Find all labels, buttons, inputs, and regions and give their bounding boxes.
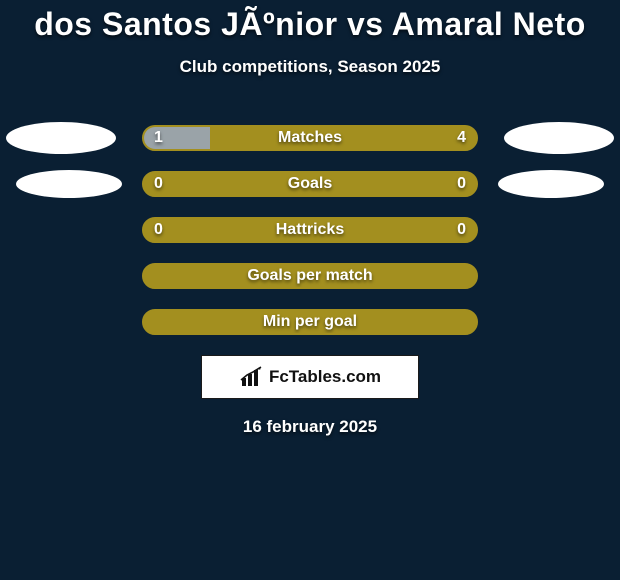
player-oval-right xyxy=(498,170,604,198)
player-oval-left xyxy=(16,170,122,198)
stats-rows: 1 4 Matches 0 0 Goals 0 0 Hattricks Goals per mat… xyxy=(0,115,620,345)
stat-row: Goals per match xyxy=(0,253,620,299)
stat-row: 0 0 Goals xyxy=(0,161,620,207)
stat-bar: 0 0 Goals xyxy=(142,171,478,197)
stat-bar: Min per goal xyxy=(142,309,478,335)
stat-bar: 0 0 Hattricks xyxy=(142,217,478,243)
site-logo[interactable]: FcTables.com xyxy=(201,355,419,399)
player-oval-right xyxy=(504,122,614,154)
stat-value-right: 0 xyxy=(457,175,466,193)
stat-label: Goals per match xyxy=(247,267,372,285)
stat-row: 1 4 Matches xyxy=(0,115,620,161)
stat-label: Matches xyxy=(278,129,342,147)
page-title: dos Santos JÃºnior vs Amaral Neto xyxy=(0,6,620,43)
chart-icon xyxy=(239,366,265,388)
player-oval-left xyxy=(6,122,116,154)
stat-label: Goals xyxy=(288,175,332,193)
stat-label: Min per goal xyxy=(263,313,357,331)
logo-text: FcTables.com xyxy=(269,367,381,387)
date-label: 16 february 2025 xyxy=(0,417,620,437)
subtitle: Club competitions, Season 2025 xyxy=(0,57,620,77)
stat-row: 0 0 Hattricks xyxy=(0,207,620,253)
stat-value-right: 0 xyxy=(457,221,466,239)
comparison-card: dos Santos JÃºnior vs Amaral Neto Club c… xyxy=(0,0,620,437)
stat-bar: 1 4 Matches xyxy=(142,125,478,151)
stat-row: Min per goal xyxy=(0,299,620,345)
stat-value-left: 0 xyxy=(154,175,163,193)
stat-value-right: 4 xyxy=(457,129,466,147)
stat-label: Hattricks xyxy=(276,221,344,239)
stat-bar: Goals per match xyxy=(142,263,478,289)
stat-value-left: 0 xyxy=(154,221,163,239)
stat-value-left: 1 xyxy=(154,129,163,147)
